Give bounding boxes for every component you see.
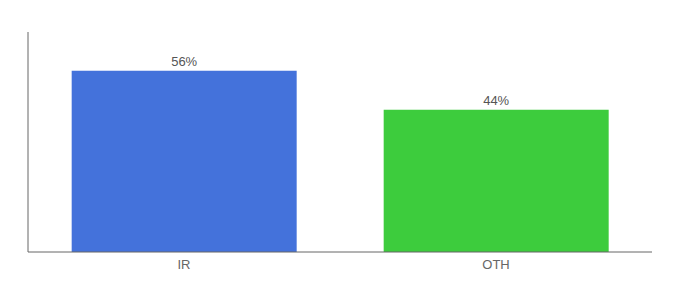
svg-text:OTH: OTH xyxy=(482,257,509,272)
svg-text:IR: IR xyxy=(178,257,191,272)
svg-text:56%: 56% xyxy=(171,54,197,69)
svg-text:44%: 44% xyxy=(483,93,509,108)
